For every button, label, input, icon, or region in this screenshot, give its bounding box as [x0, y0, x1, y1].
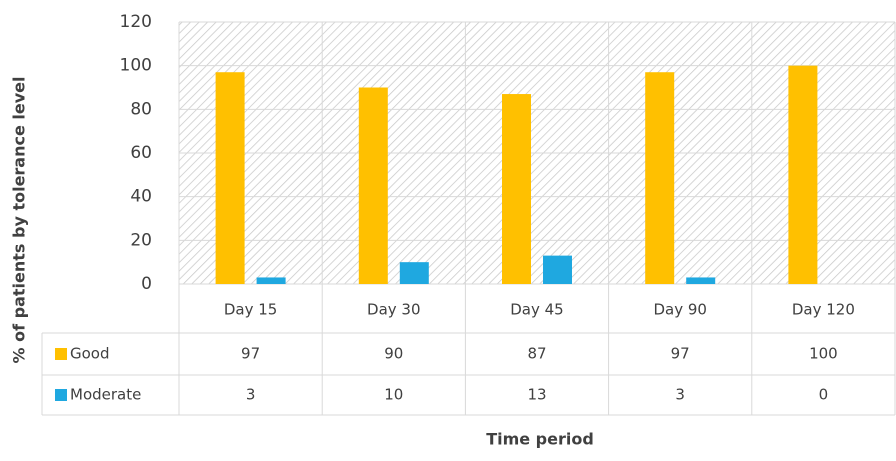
table-value: 0: [819, 386, 829, 404]
table-value: 97: [241, 345, 260, 363]
bar: [399, 262, 429, 284]
y-tick-label: 40: [130, 187, 152, 207]
y-tick-label: 60: [130, 143, 152, 163]
table-value: 3: [675, 386, 685, 404]
bar: [543, 255, 572, 284]
table-value: 90: [384, 345, 403, 363]
bar: [788, 65, 818, 285]
table-value: 100: [809, 345, 838, 363]
x-tick-label: Day 120: [792, 301, 855, 319]
bar: [686, 277, 716, 284]
table-value: 10: [384, 386, 403, 404]
y-tick-label: 100: [120, 56, 152, 76]
legend-label: Good: [70, 345, 110, 363]
y-tick-label: 120: [120, 12, 152, 32]
table-value: 13: [527, 386, 546, 404]
y-axis-title: % of patients by tolerance level: [10, 76, 29, 363]
legend-key: [55, 389, 67, 401]
bar: [358, 87, 388, 284]
y-tick-label: 0: [141, 274, 152, 294]
legend-label: Moderate: [70, 386, 141, 404]
bar: [215, 72, 245, 284]
bar: [502, 94, 531, 284]
x-axis-title: Time period: [486, 430, 594, 449]
bar: [256, 277, 286, 284]
y-tick-label: 80: [130, 99, 152, 119]
table-value: 3: [246, 386, 256, 404]
table-value: 87: [527, 345, 546, 363]
x-tick-label: Day 90: [653, 301, 706, 319]
bar: [645, 72, 675, 284]
y-tick-label: 20: [130, 230, 152, 250]
x-tick-label: Day 15: [224, 301, 277, 319]
table-value: 97: [671, 345, 690, 363]
legend-key: [55, 348, 67, 360]
x-tick-label: Day 30: [367, 301, 420, 319]
x-tick-label: Day 45: [510, 301, 563, 319]
